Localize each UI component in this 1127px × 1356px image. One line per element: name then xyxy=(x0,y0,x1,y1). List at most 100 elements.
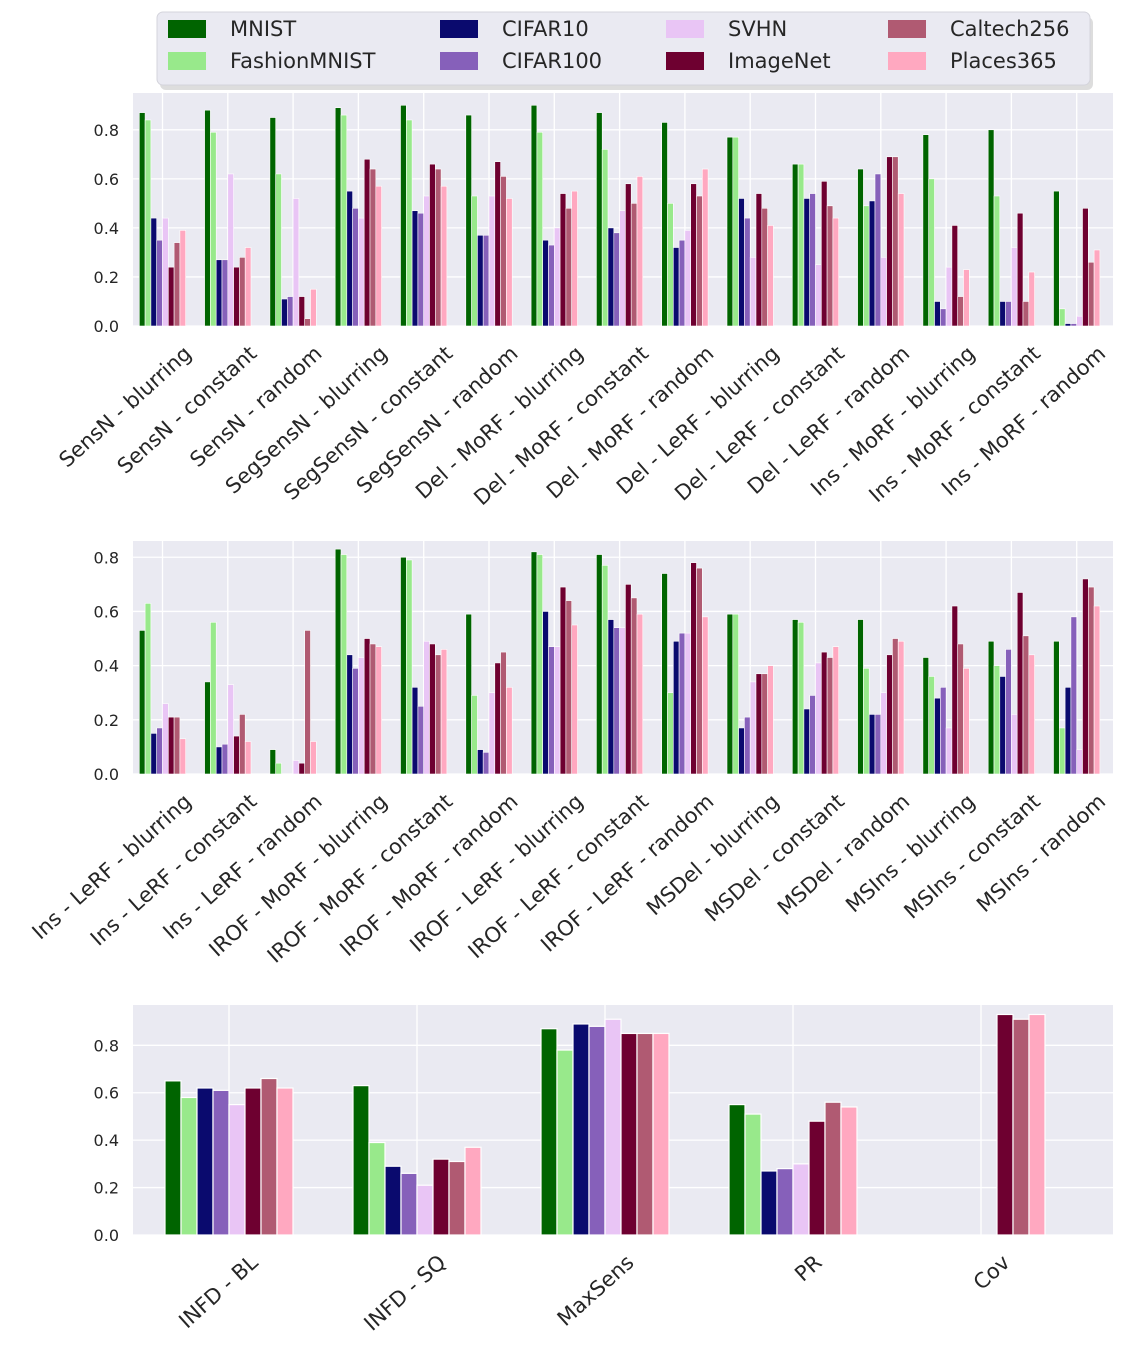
x-category-label: INFD - SQ xyxy=(359,1250,450,1335)
bar-mnist-infd-bl xyxy=(164,1080,182,1236)
bar-caltech256-del-morf-random xyxy=(696,195,703,327)
legend-item-caltech256: Caltech256 xyxy=(888,17,1069,41)
bar-cifar100-del-morf-blurring xyxy=(548,244,555,327)
legend-swatch xyxy=(168,52,206,70)
bar-mnist-infd-sq xyxy=(352,1085,370,1236)
bar-fashionmnist-irof-lerf-blurring xyxy=(536,554,544,775)
bar-fashionmnist-segsensn-blurring xyxy=(340,114,348,327)
bar-cifar10-ins-morf-blurring xyxy=(934,301,941,327)
bar-imagenet-infd-sq xyxy=(432,1158,450,1236)
bar-cifar10-irof-lerf-blurring xyxy=(542,611,549,775)
bar-svhn-sensn-blurring xyxy=(162,217,169,327)
bar-places365-msins-constant xyxy=(1028,654,1035,775)
bar-places365-ins-morf-constant xyxy=(1028,271,1035,327)
bar-cifar10-ins-morf-constant xyxy=(999,301,1006,327)
bar-svhn-ins-morf-constant xyxy=(1011,247,1018,327)
y-tick-label: 0.8 xyxy=(94,1036,119,1055)
bar-imagenet-msins-random xyxy=(1082,578,1089,775)
bar-cifar10-del-morf-blurring xyxy=(542,239,549,327)
bar-cifar100-del-lerf-blurring xyxy=(744,217,751,327)
bar-places365-ins-lerf-constant xyxy=(244,741,252,775)
legend-frame xyxy=(156,11,1091,86)
bar-svhn-del-morf-constant xyxy=(619,210,626,327)
bar-svhn-del-morf-blurring xyxy=(553,227,561,327)
y-tick-label: 0.6 xyxy=(94,602,119,621)
bar-fashionmnist-msins-random xyxy=(1059,727,1066,775)
legend-swatch xyxy=(666,52,704,70)
bar-fashionmnist-ins-morf-random xyxy=(1059,308,1066,327)
bar-svhn-msdel-blurring xyxy=(749,681,757,775)
bar-places365-cov xyxy=(1028,1013,1046,1236)
bar-mnist-ins-morf-random xyxy=(1053,190,1060,327)
bar-mnist-irof-lerf-random xyxy=(661,573,668,775)
bar-places365-ins-morf-blurring xyxy=(963,269,970,327)
bar-caltech256-msdel-blurring xyxy=(761,673,768,775)
bar-places365-msins-random xyxy=(1093,605,1101,775)
bar-cifar10-infd-sq xyxy=(384,1165,402,1236)
bar-fashionmnist-msins-constant xyxy=(993,665,1001,775)
bar-places365-irof-morf-constant xyxy=(440,649,448,775)
bar-caltech256-msins-random xyxy=(1088,586,1095,775)
bar-mnist-msins-random xyxy=(1053,640,1060,775)
bar-fashionmnist-irof-lerf-random xyxy=(667,692,674,775)
bar-caltech256-segsensn-constant xyxy=(434,168,442,327)
bar-places365-ins-lerf-random xyxy=(310,741,317,775)
bar-cifar10-ins-lerf-blurring xyxy=(150,733,157,775)
bar-caltech256-segsensn-blurring xyxy=(369,168,377,327)
bar-caltech256-ins-morf-random xyxy=(1088,261,1095,327)
bar-caltech256-infd-sq xyxy=(448,1160,466,1236)
bar-svhn-ins-lerf-random xyxy=(292,760,300,775)
bar-cifar10-segsensn-blurring xyxy=(346,190,353,327)
bar-caltech256-ins-morf-blurring xyxy=(957,296,964,327)
bar-svhn-del-morf-random xyxy=(684,230,692,327)
bar-imagenet-msins-constant xyxy=(1016,592,1024,775)
legend-swatch xyxy=(168,20,206,38)
bar-cifar100-msins-constant xyxy=(1005,649,1012,775)
bar-places365-irof-morf-blurring xyxy=(375,646,382,775)
bar-fashionmnist-maxsens xyxy=(556,1049,574,1236)
bar-mnist-sensn-random xyxy=(269,117,276,327)
bar-cifar100-segsensn-random xyxy=(482,234,490,327)
bar-svhn-pr xyxy=(792,1163,810,1236)
bar-mnist-del-morf-constant xyxy=(596,112,603,327)
bar-places365-msins-blurring xyxy=(963,668,970,775)
bar-cifar10-irof-morf-blurring xyxy=(346,654,353,775)
bar-fashionmnist-ins-lerf-constant xyxy=(210,621,217,775)
legend-item-cifar10: CIFAR10 xyxy=(440,17,589,41)
bar-cifar10-del-morf-random xyxy=(672,247,680,327)
bar-fashionmnist-del-morf-blurring xyxy=(536,131,544,327)
bar-svhn-del-lerf-constant xyxy=(815,264,822,327)
bar-svhn-del-lerf-blurring xyxy=(749,257,757,327)
bar-cifar100-segsensn-constant xyxy=(417,212,424,327)
bar-mnist-irof-lerf-blurring xyxy=(530,551,538,775)
bar-svhn-ins-morf-blurring xyxy=(945,266,953,327)
bar-caltech256-pr xyxy=(824,1101,842,1236)
legend-label: SVHN xyxy=(728,17,787,41)
bar-places365-del-lerf-constant xyxy=(832,217,840,327)
bar-cifar100-infd-bl xyxy=(212,1089,230,1236)
bar-caltech256-msdel-constant xyxy=(826,657,834,775)
bar-imagenet-irof-morf-blurring xyxy=(363,638,371,775)
bar-imagenet-segsensn-random xyxy=(494,161,501,327)
bar-fashionmnist-del-morf-constant xyxy=(601,149,609,327)
bar-places365-del-morf-blurring xyxy=(571,190,578,327)
bar-caltech256-segsensn-random xyxy=(500,176,507,327)
bar-fashionmnist-msdel-blurring xyxy=(732,613,739,775)
bar-cifar10-irof-lerf-random xyxy=(672,640,680,775)
bar-svhn-irof-morf-constant xyxy=(423,640,430,775)
bar-imagenet-segsensn-constant xyxy=(429,163,436,327)
bar-imagenet-irof-lerf-random xyxy=(690,562,697,775)
bar-fashionmnist-del-lerf-random xyxy=(863,205,870,327)
bar-cifar100-irof-lerf-constant xyxy=(613,627,620,775)
bar-cifar100-ins-lerf-blurring xyxy=(156,727,163,775)
y-tick-label: 0.0 xyxy=(94,317,119,336)
chart-panel-3: 0.0 0.2 0.4 0.6 0.8 INFD - BL INFD - SQ MaxSens… xyxy=(94,1005,1113,1336)
bar-svhn-irof-morf-random xyxy=(488,692,496,775)
bar-imagenet-ins-morf-blurring xyxy=(951,225,959,327)
bar-cifar100-del-lerf-constant xyxy=(809,193,816,327)
bar-fashionmnist-msdel-constant xyxy=(797,621,805,775)
bar-cifar100-msdel-constant xyxy=(809,695,816,775)
bar-fashionmnist-del-morf-random xyxy=(667,203,674,327)
bar-cifar10-segsensn-random xyxy=(477,234,484,327)
